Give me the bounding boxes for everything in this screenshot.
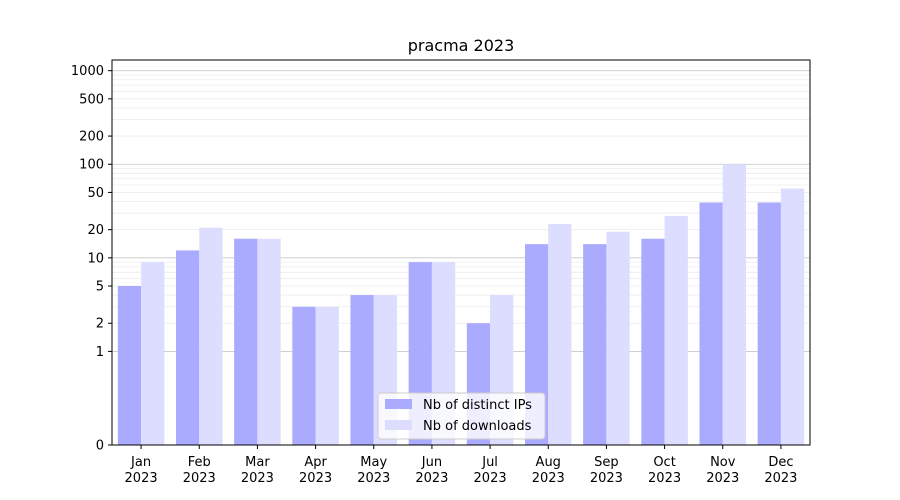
bar-downloads (780, 188, 805, 445)
x-tick-label: Dec 2023 (764, 455, 797, 486)
x-tick-label: Oct 2023 (648, 455, 681, 486)
x-tick-label: Aug 2023 (532, 455, 565, 486)
x-tick-label: Apr 2023 (299, 455, 332, 486)
legend-box (377, 392, 546, 440)
bar-ips (757, 202, 781, 445)
bar-downloads (664, 215, 688, 445)
bar-ips (583, 244, 607, 445)
bar-ips (117, 286, 142, 445)
x-tick-label: Feb 2023 (183, 455, 216, 486)
bar-ips (699, 202, 723, 445)
x-tick-label: Nov 2023 (706, 455, 739, 486)
y-tick-label: 2 (96, 317, 104, 332)
y-tick-label: 100 (79, 158, 104, 173)
bar-ips (641, 238, 665, 445)
x-tick-label: Sep 2023 (590, 455, 623, 486)
legend-label-downloads: Nb of downloads (423, 419, 532, 434)
legend: Nb of distinct IPs Nb of downloads (377, 392, 546, 440)
x-tick-label: Mar 2023 (241, 455, 274, 486)
bar-downloads (315, 306, 339, 445)
bar-downloads (199, 227, 223, 445)
x-tick-label: Jun 2023 (415, 455, 448, 486)
y-tick-label: 1000 (71, 64, 104, 79)
y-tick-label: 1 (96, 345, 104, 360)
y-axis: 0 1 2 5 10 20 50 100 200 500 1000 (71, 64, 112, 454)
bar-downloads (548, 223, 572, 445)
y-tick-label: 0 (96, 439, 104, 454)
bar-downloads (257, 238, 281, 445)
x-axis: Jan 2023 Feb 2023 Mar 2023 Apr 2023 May 2023 Jun 20… (125, 445, 797, 486)
bar-ips (175, 250, 200, 445)
bar-ips (234, 238, 258, 445)
chart-title: pracma 2023 (408, 36, 515, 55)
bar-downloads (141, 262, 165, 445)
x-tick-label: Jan 2023 (125, 455, 158, 486)
legend-label-ips: Nb of distinct IPs (423, 398, 532, 413)
legend-swatch-downloads (385, 420, 412, 430)
y-tick-label: 200 (79, 130, 104, 145)
y-tick-label: 500 (79, 92, 104, 107)
bar-ips (350, 295, 374, 445)
bar-downloads (722, 164, 747, 445)
y-tick-label: 10 (87, 251, 104, 266)
bar-downloads (606, 231, 630, 445)
bar-ips (292, 306, 316, 445)
y-tick-label: 50 (87, 186, 104, 201)
x-tick-label: May 2023 (357, 455, 390, 486)
x-tick-label: Jul 2023 (474, 455, 507, 486)
legend-swatch-ips (385, 399, 412, 409)
y-tick-label: 5 (96, 280, 104, 295)
plot-frame (111, 59, 811, 446)
grid-lines (112, 70, 810, 352)
y-tick-label: 20 (87, 223, 104, 238)
